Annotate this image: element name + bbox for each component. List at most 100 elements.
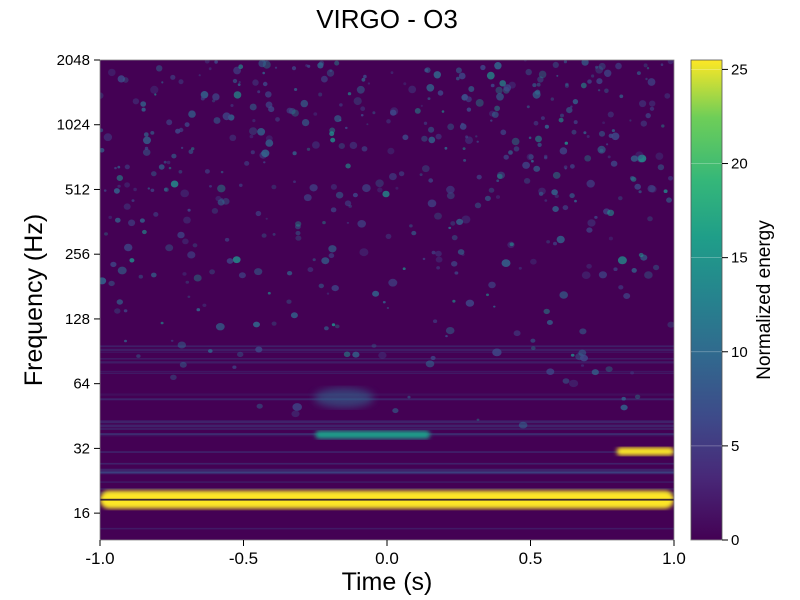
noise-speck: [649, 100, 656, 107]
noise-speck: [611, 129, 616, 133]
noise-speck: [497, 173, 503, 179]
noise-speck: [496, 179, 500, 182]
noise-speck: [150, 131, 155, 135]
noise-stripe: [100, 471, 674, 474]
noise-speck: [348, 204, 353, 208]
noise-speck: [113, 188, 120, 194]
noise-speck: [409, 224, 413, 228]
chart-title: VIRGO - O3: [316, 4, 458, 34]
colorbar: 0 5 10 15 20 25 Normalized energy: [690, 59, 775, 549]
noise-speck: [237, 351, 244, 358]
noise-speck: [143, 136, 151, 145]
noise-speck: [476, 174, 482, 180]
noise-speck: [570, 164, 575, 169]
noise-speck: [244, 161, 250, 166]
noise-speck: [343, 351, 351, 358]
noise-speck: [655, 152, 664, 160]
noise-speck: [252, 79, 259, 86]
noise-speck: [536, 82, 541, 87]
noise-speck: [271, 184, 277, 190]
noise-speck: [303, 194, 312, 202]
noise-speck: [427, 199, 437, 208]
noise-speck: [291, 109, 299, 117]
noise-speck: [339, 119, 342, 122]
noise-speck: [475, 99, 484, 107]
noise-speck: [640, 120, 647, 127]
noise-speck: [188, 110, 196, 118]
noise-speck: [326, 292, 330, 295]
noise-speck: [390, 71, 394, 74]
y-tick-label: 512: [65, 181, 90, 198]
noise-speck: [300, 99, 309, 108]
noise-speck: [419, 173, 423, 177]
noise-speck: [428, 126, 435, 133]
noise-speck: [321, 75, 328, 83]
noise-speck: [667, 60, 674, 65]
noise-speck: [538, 187, 546, 195]
noise-speck: [422, 257, 426, 261]
noise-speck: [456, 76, 460, 81]
noise-speck: [503, 154, 509, 160]
noise-speck: [643, 63, 648, 68]
noise-speck: [170, 180, 179, 188]
noise-stripe: [100, 424, 674, 428]
noise-speck: [150, 188, 155, 192]
noise-speck: [187, 251, 196, 259]
noise-speck: [353, 97, 362, 106]
noise-speck: [586, 227, 593, 233]
noise-speck: [598, 271, 608, 279]
noise-speck: [518, 266, 522, 270]
noise-speck: [563, 60, 568, 64]
noise-speck: [100, 148, 105, 153]
noise-speck: [497, 171, 505, 179]
noise-speck: [645, 113, 651, 119]
noise-speck: [103, 133, 113, 142]
noise-speck: [334, 60, 340, 66]
noise-speck: [518, 421, 528, 429]
noise-speck: [271, 321, 277, 326]
noise-speck: [117, 184, 121, 188]
noise-stripe: [100, 468, 674, 472]
noise-speck: [239, 183, 243, 187]
noise-speck: [117, 266, 127, 275]
noise-speck: [132, 98, 140, 105]
noise-speck: [611, 132, 620, 141]
noise-speck: [490, 119, 493, 122]
noise-speck: [597, 89, 601, 92]
noise-speck: [171, 153, 177, 159]
noise-speck: [268, 106, 275, 113]
noise-speck: [226, 258, 234, 264]
noise-speck: [630, 155, 638, 162]
noise-speck: [143, 132, 149, 137]
noise-speck: [335, 324, 340, 329]
noise-speck: [606, 143, 609, 146]
noise-speck: [295, 221, 302, 227]
noise-speck: [165, 244, 174, 252]
noise-speck: [562, 378, 570, 384]
noise-speck: [458, 72, 466, 80]
noise-speck: [307, 267, 314, 273]
noise-stripe: [100, 451, 674, 453]
noise-speck: [255, 210, 262, 217]
noise-speck: [293, 180, 296, 183]
noise-speck: [372, 111, 376, 115]
noise-speck: [608, 133, 614, 138]
noise-speck: [598, 130, 606, 137]
noise-speck: [312, 258, 316, 262]
noise-speck: [546, 320, 553, 325]
noise-speck: [446, 185, 455, 194]
noise-speck: [495, 86, 503, 94]
noise-speck: [329, 131, 335, 137]
colorbar-tick-label: 0: [731, 532, 739, 549]
colorbar-tick-label: 20: [731, 156, 748, 173]
noise-speck: [486, 293, 489, 297]
noise-speck: [347, 92, 352, 96]
x-tick-label: 0.5: [519, 549, 543, 568]
noise-speck: [544, 124, 550, 129]
noise-speck: [257, 128, 266, 136]
noise-speck: [388, 278, 398, 287]
noise-speck: [198, 74, 201, 77]
noise-speck: [526, 105, 530, 109]
noise-speck: [238, 272, 246, 279]
